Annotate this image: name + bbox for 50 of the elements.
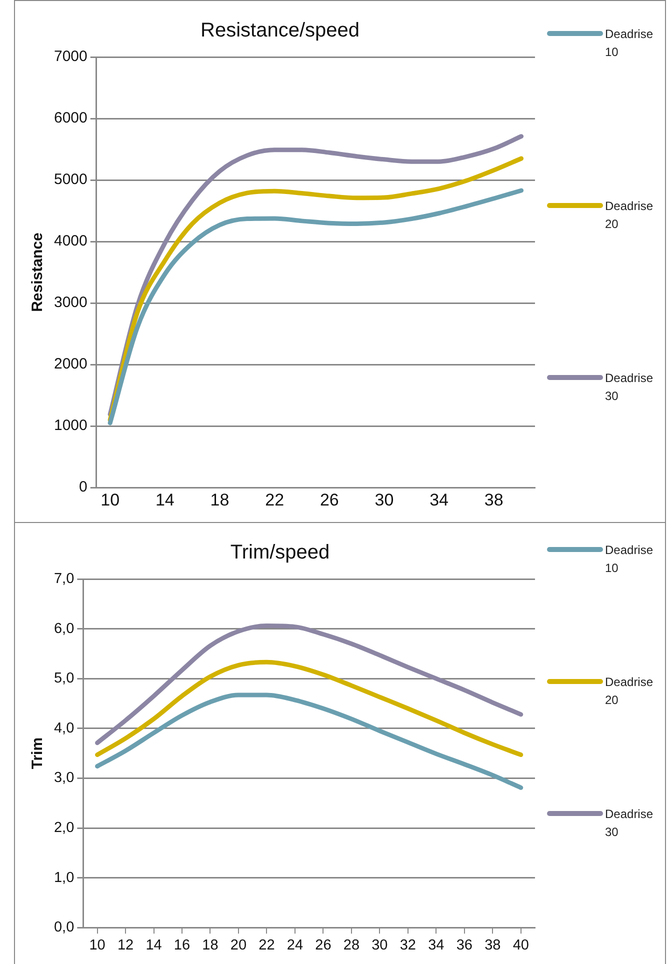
y-tick-label: 1,0 [54,870,74,886]
x-tick-label: 18 [210,490,230,510]
x-tick-label: 26 [315,937,332,954]
legend-label: Deadrise 20 [605,674,654,709]
x-tick-label: 14 [155,490,174,510]
legend-label: Deadrise 20 [605,198,654,233]
y-tick-label: 2000 [54,356,88,373]
y-tick-label: 7,0 [54,571,74,587]
y-tick-label: 3000 [54,294,88,312]
y-tick-label: 5,0 [54,670,74,687]
x-tick-label: 14 [146,937,162,954]
legend-label: Deadrise 30 [605,370,654,405]
x-tick-label: 22 [258,937,275,954]
y-tick-label: 6000 [54,110,88,127]
x-tick-label: 32 [400,937,416,954]
y-tick-label: 1000 [54,417,88,434]
y-axis-title: Resistance [29,232,46,312]
x-tick-label: 10 [89,937,106,954]
x-tick-label: 34 [430,490,449,510]
x-tick-label: 24 [286,937,304,954]
y-tick-label: 7000 [54,48,88,66]
x-tick-label: 34 [428,937,444,954]
x-tick-label: 36 [456,937,472,954]
legend-label: Deadrise 30 [605,806,654,841]
y-tick-label: 3,0 [54,770,74,786]
legend-label: Deadrise 10 [605,542,654,577]
x-tick-label: 12 [117,937,134,954]
x-tick-label: 20 [230,937,247,954]
y-tick-label: 4000 [54,232,88,250]
x-tick-label: 40 [512,937,529,954]
x-tick-label: 38 [484,937,501,954]
x-tick-label: 38 [484,490,504,510]
y-tick-label: 6,0 [54,620,74,637]
y-axis-title: Trim [29,737,46,770]
chart-title: Trim/speed [230,542,330,564]
x-tick-label: 10 [100,490,120,510]
x-tick-label: 16 [174,937,190,954]
x-tick-label: 30 [372,937,388,954]
x-tick-label: 28 [343,937,360,954]
legend-label: Deadrise 10 [605,26,654,61]
x-tick-label: 22 [265,490,284,510]
y-tick-label: 4,0 [54,720,74,736]
y-tick-label: 2,0 [54,820,74,836]
chart-title: Resistance/speed [200,20,360,42]
x-tick-label: 26 [320,490,339,510]
y-tick-label: 0 [79,478,88,496]
x-tick-label: 30 [374,490,394,510]
y-tick-label: 0,0 [54,920,74,936]
x-tick-label: 18 [202,937,218,954]
y-tick-label: 5000 [54,171,88,188]
